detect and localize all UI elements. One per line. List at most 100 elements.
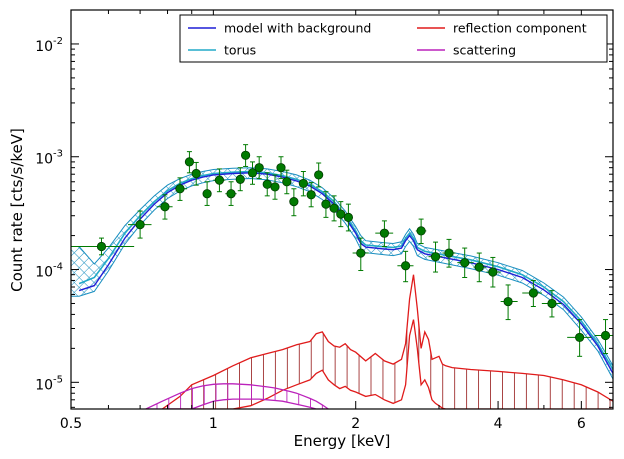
data-marker <box>444 248 454 258</box>
y-tick-label: 10-4 <box>35 262 63 281</box>
data-marker <box>298 178 308 189</box>
data-marker <box>600 330 611 341</box>
data-marker <box>401 261 411 271</box>
legend-box <box>179 14 608 63</box>
data-point <box>522 279 542 308</box>
data-point <box>289 188 299 217</box>
data-marker <box>460 258 470 268</box>
plot-area <box>71 144 613 409</box>
scattering-upper-curve <box>145 383 329 409</box>
legend-label: reflection component <box>453 21 587 36</box>
data-point <box>314 162 324 188</box>
data-marker <box>503 296 513 307</box>
reflection-lower-curve <box>162 319 613 409</box>
data-point <box>486 256 501 288</box>
data-marker <box>321 199 331 209</box>
data-marker <box>241 150 251 160</box>
data-marker <box>184 157 195 167</box>
data-point <box>397 250 414 283</box>
data-marker <box>191 168 201 179</box>
data-point <box>329 195 339 222</box>
data-point <box>156 194 173 220</box>
data-marker <box>135 220 145 230</box>
data-point <box>321 191 331 218</box>
data-point <box>225 181 237 206</box>
data-point <box>254 156 264 180</box>
legend-label: torus <box>224 43 256 58</box>
y-tick-label: 10-2 <box>35 36 63 55</box>
data-point <box>71 237 135 256</box>
data-point <box>191 161 201 186</box>
data-marker <box>226 189 236 199</box>
legend-label: model with background <box>224 21 371 36</box>
data-marker <box>488 267 498 277</box>
data-marker <box>160 202 170 212</box>
axis-ticks: 0.5 1 2 4 6 10-5 10-4 10-3 10-2 <box>35 9 614 432</box>
data-point <box>336 201 346 228</box>
data-point <box>202 181 212 206</box>
data-point <box>298 170 308 197</box>
x-tick-label: 4 <box>494 416 503 432</box>
y-tick-label: 10-3 <box>35 149 63 168</box>
data-marker <box>356 248 366 258</box>
data-point <box>594 319 613 355</box>
data-marker <box>528 288 538 298</box>
data-marker <box>416 226 426 236</box>
data-point <box>375 220 394 248</box>
data-marker <box>343 212 353 222</box>
legend: model with background reflection componen… <box>179 14 608 63</box>
data-marker <box>282 177 292 187</box>
data-marker <box>214 175 225 185</box>
x-tick-label: 1 <box>209 416 218 432</box>
data-marker <box>247 168 258 178</box>
data-point <box>352 237 369 272</box>
data-marker <box>379 228 390 238</box>
torus-curve <box>78 170 613 370</box>
data-point <box>276 156 286 180</box>
data-marker <box>474 262 484 272</box>
data-point <box>213 168 226 193</box>
data-point <box>541 290 562 318</box>
data-point <box>567 319 592 357</box>
x-tick-label: 2 <box>351 416 360 432</box>
data-marker <box>329 203 339 213</box>
x-tick-label: 0.5 <box>60 416 82 432</box>
data-point <box>457 247 474 278</box>
data-marker <box>336 209 346 219</box>
data-marker <box>262 179 272 189</box>
y-tick-label: 10-5 <box>35 374 63 393</box>
data-marker <box>254 163 264 173</box>
y-axis-label: Count rate [cts/s/keV] <box>8 128 26 292</box>
data-marker <box>547 298 557 309</box>
data-marker <box>306 190 316 200</box>
data-marker <box>175 184 185 194</box>
data-marker <box>575 332 585 343</box>
data-point <box>428 241 443 273</box>
data-marker <box>276 163 286 173</box>
data-point <box>247 161 258 185</box>
reflection-upper-curve <box>161 274 613 409</box>
x-tick-label: 6 <box>577 416 586 432</box>
data-point <box>473 252 487 283</box>
data-marker <box>430 252 441 262</box>
plot-frame <box>70 9 614 410</box>
data-marker <box>270 182 280 192</box>
data-marker <box>202 189 212 199</box>
data-marker <box>96 241 107 252</box>
x-axis-label: Energy [keV] <box>294 432 391 450</box>
data-point <box>282 169 292 195</box>
data-marker <box>289 197 299 207</box>
data-point <box>128 210 152 239</box>
legend-label: scattering <box>453 43 516 58</box>
data-point <box>262 172 272 197</box>
data-marker <box>314 170 324 180</box>
data-point <box>343 203 353 232</box>
data-point <box>270 174 280 200</box>
data-point <box>184 151 195 174</box>
data-point <box>241 144 251 167</box>
data-point <box>306 182 316 208</box>
data-point <box>500 284 518 321</box>
scattering-lower-curve <box>145 398 329 409</box>
